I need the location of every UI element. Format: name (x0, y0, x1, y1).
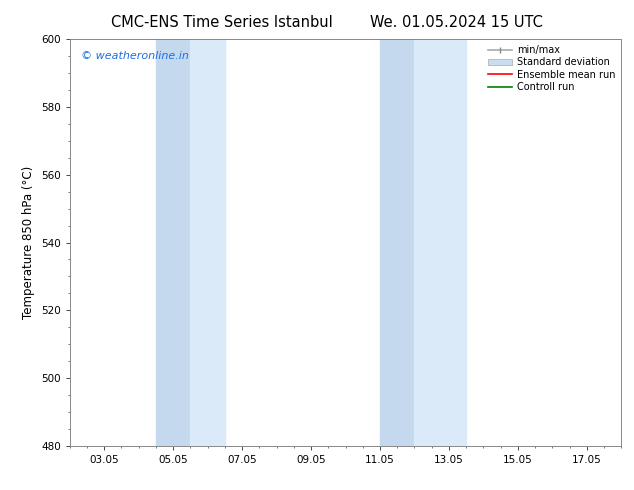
Bar (415, 39, 466, 446)
Bar (190, 39, 225, 446)
Y-axis label: Temperature 850 hPa (°C): Temperature 850 hPa (°C) (22, 166, 36, 319)
Text: CMC-ENS Time Series Istanbul: CMC-ENS Time Series Istanbul (111, 15, 333, 30)
Text: We. 01.05.2024 15 UTC: We. 01.05.2024 15 UTC (370, 15, 543, 30)
Legend: min/max, Standard deviation, Ensemble mean run, Controll run: min/max, Standard deviation, Ensemble me… (484, 41, 619, 96)
Bar (380, 39, 415, 446)
Text: © weatheronline.in: © weatheronline.in (81, 51, 189, 61)
Bar (156, 39, 190, 446)
